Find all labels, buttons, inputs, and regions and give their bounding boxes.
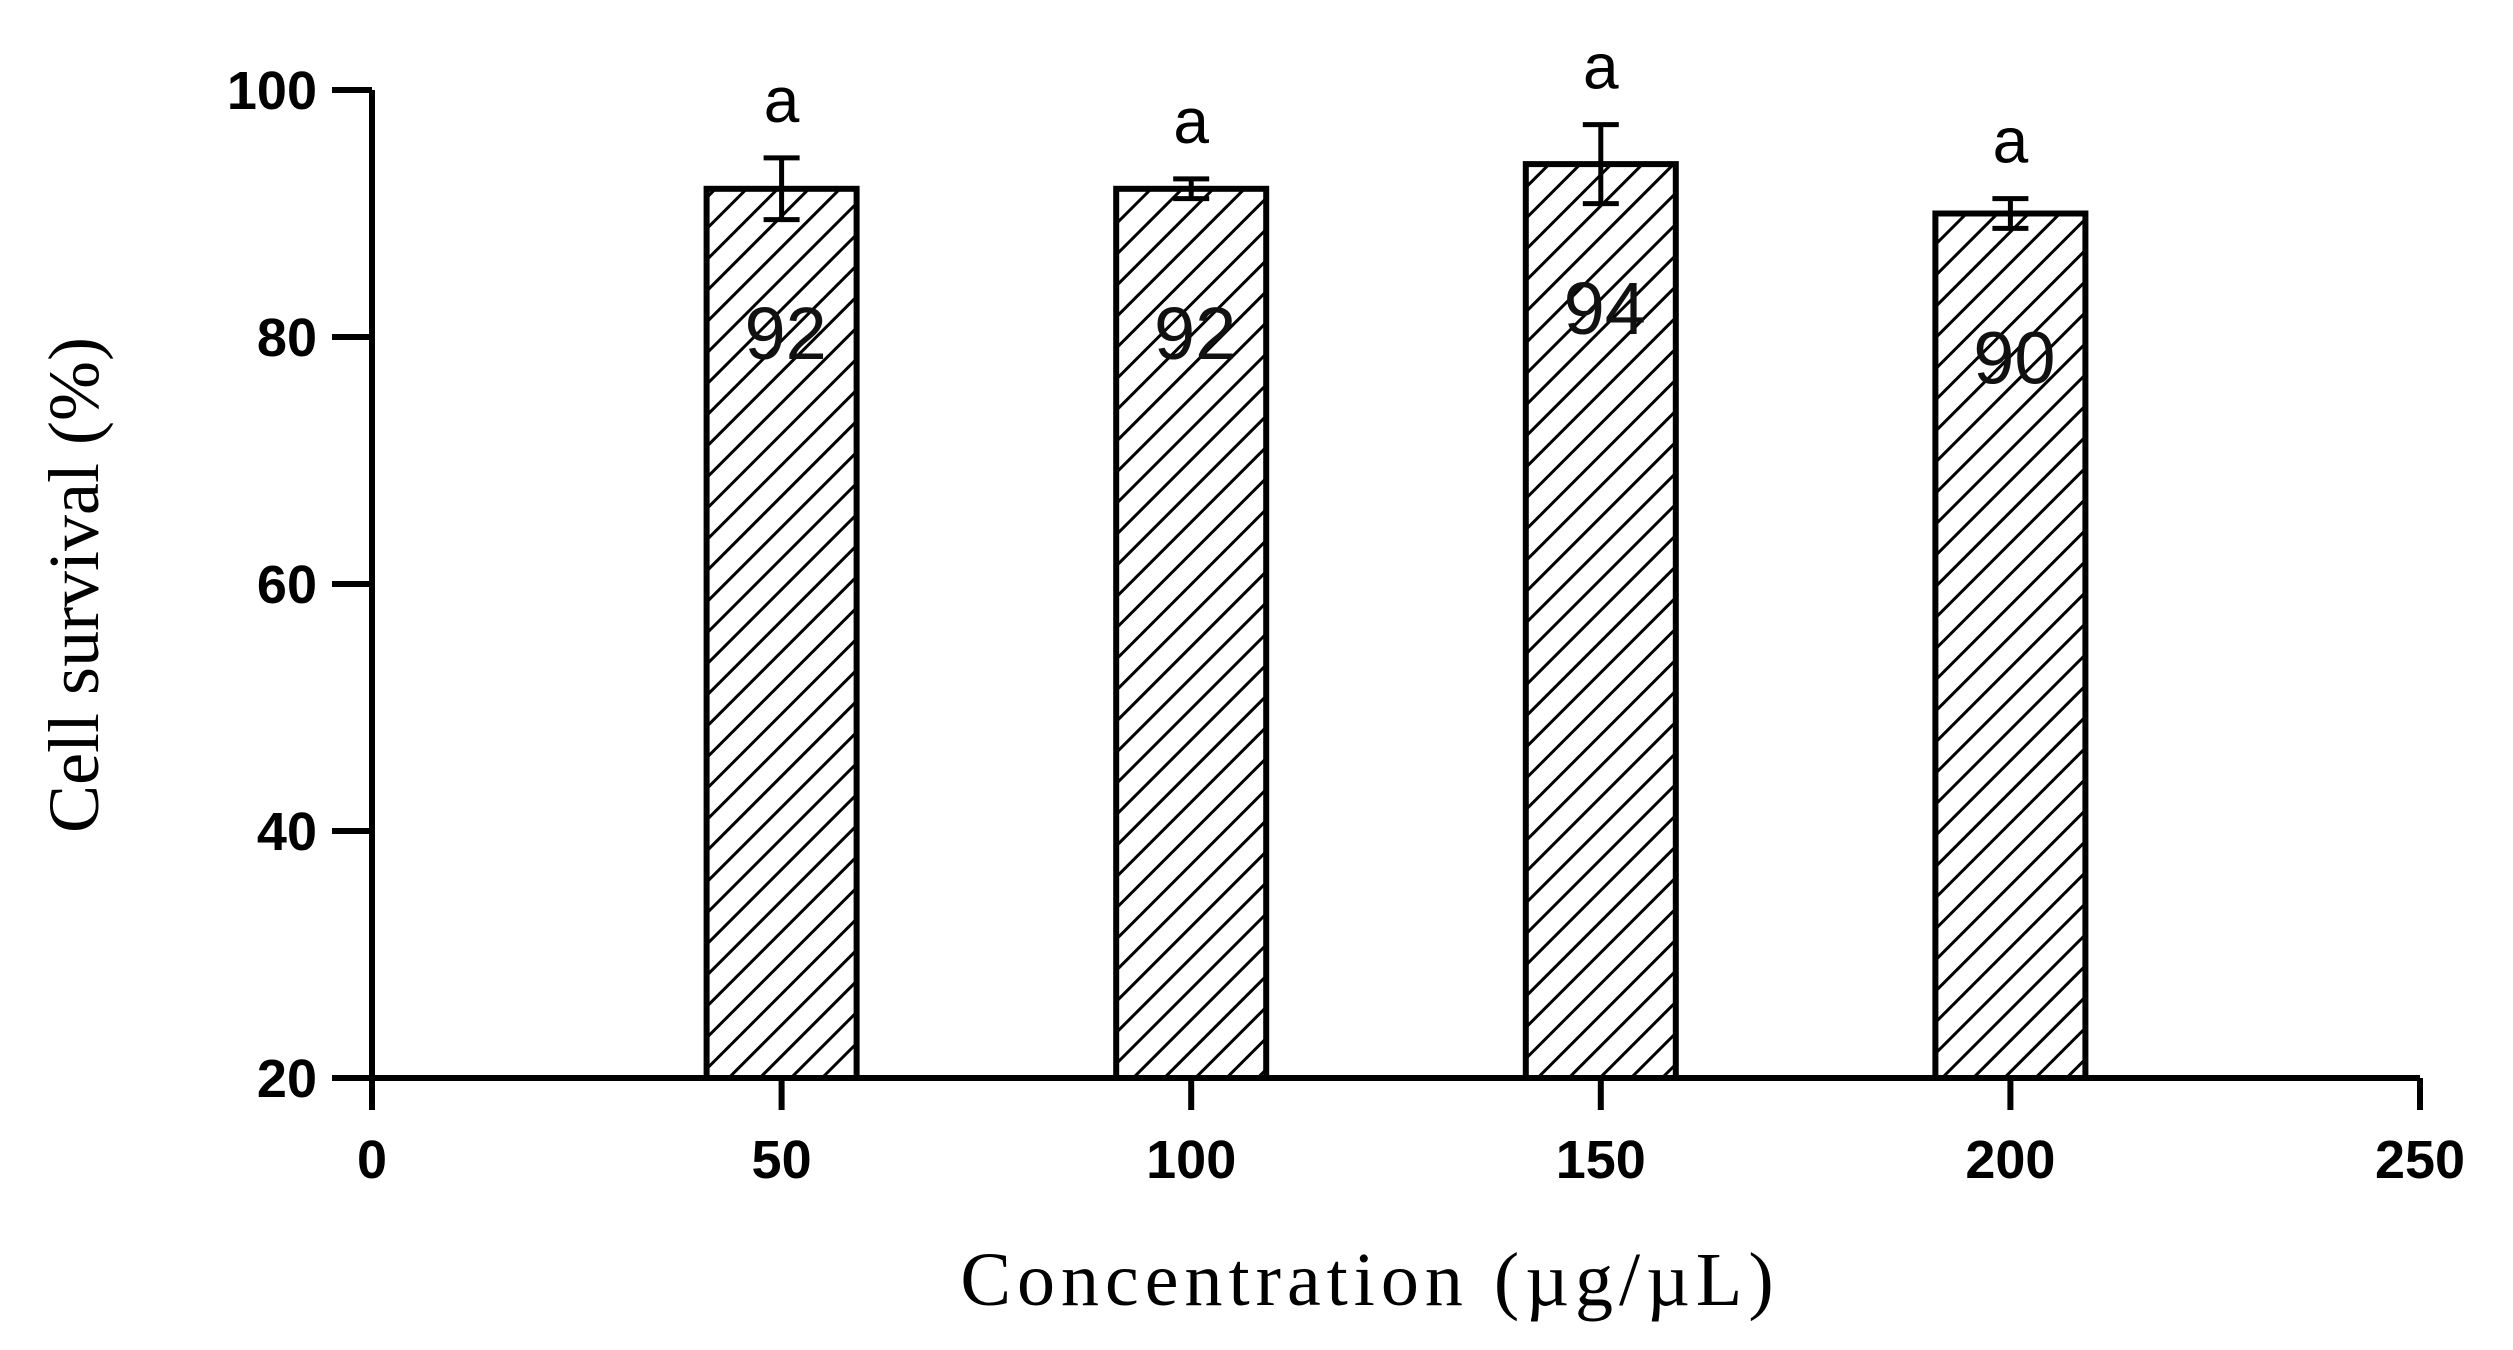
y-tick-label-80: 80: [257, 308, 317, 368]
y-tick-label-20: 20: [257, 1049, 317, 1109]
x-tick-label-0: 0: [357, 1130, 387, 1190]
y-axis-title: Cell survival (%): [34, 337, 114, 833]
y-tick-label-40: 40: [257, 802, 317, 862]
x-tick-label-150: 150: [1556, 1130, 1646, 1190]
x-tick-label-50: 50: [752, 1130, 812, 1190]
y-tick-label-60: 60: [257, 555, 317, 615]
significance-label-100: a: [1173, 85, 1209, 157]
significance-label-150: a: [1583, 31, 1619, 103]
bars-layer: a 92 a 92 a 94 a 90: [703, 31, 2089, 1082]
axes-layer: 20 40 60 80 100 0 50 100 150 200 250: [227, 61, 2465, 1190]
x-tick-label-200: 200: [1965, 1130, 2055, 1190]
x-tick-label-250: 250: [2375, 1130, 2465, 1190]
x-axis-title: Concentration (µg/µL): [960, 1238, 1779, 1322]
y-tick-label-100: 100: [227, 61, 317, 121]
significance-label-200: a: [1993, 105, 2029, 177]
bar-150: [1522, 161, 1679, 1082]
significance-label-50: a: [764, 64, 800, 136]
value-label-200: 90: [1973, 317, 2055, 400]
labels-layer: Concentration (µg/µL) Cell survival (%): [34, 337, 1779, 1322]
x-tick-label-100: 100: [1146, 1130, 1236, 1190]
value-label-100: 92: [1154, 292, 1236, 375]
value-label-50: 92: [744, 292, 826, 375]
value-label-150: 94: [1564, 267, 1646, 350]
bar-50: [703, 185, 860, 1082]
